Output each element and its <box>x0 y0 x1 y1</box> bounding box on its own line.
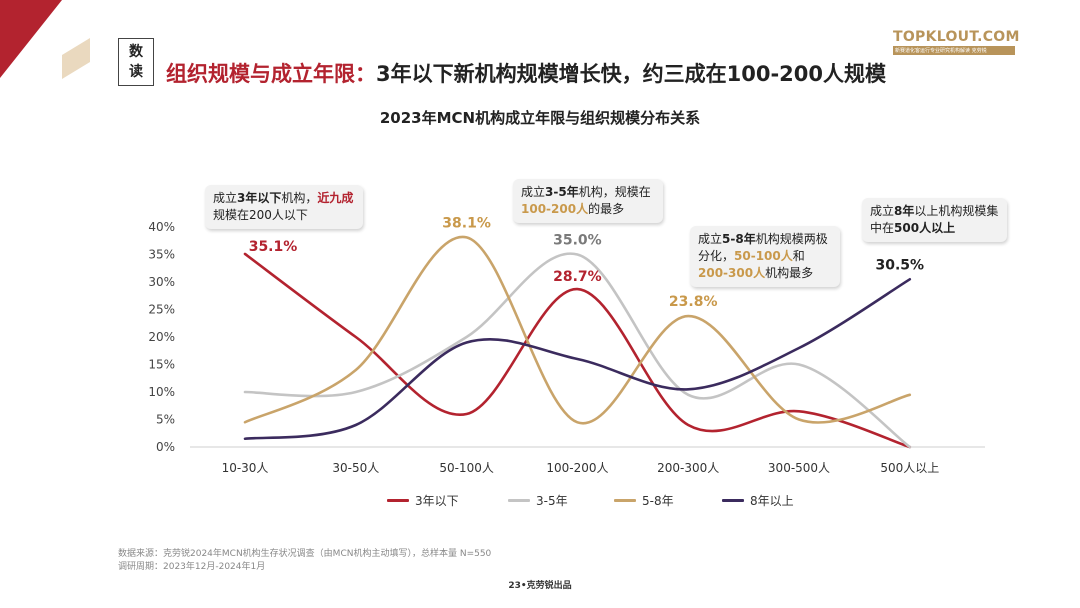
x-tick-label: 30-50人 <box>332 461 379 475</box>
y-tick-label: 30% <box>148 275 175 289</box>
x-tick-label: 300-500人 <box>768 461 830 475</box>
corner-red-triangle <box>0 0 62 78</box>
n2-e: 的最多 <box>588 202 625 216</box>
legend-label: 5-8年 <box>642 494 674 508</box>
y-tick-label: 25% <box>148 303 175 317</box>
data-label: 23.8% <box>669 294 718 310</box>
data-label: 38.1% <box>442 215 491 231</box>
logo-wordmark: TOPKLOUT.COM <box>893 29 1020 45</box>
legend-label: 8年以上 <box>750 494 794 508</box>
annotation-3-5-years: 成立3-5年机构，规模在 100-200人的最多 <box>513 179 663 223</box>
data-label: 35.1% <box>249 239 298 255</box>
legend-item-3-5-years: 3-5年 <box>508 492 568 509</box>
source-line-1: 数据来源：克劳锐2024年MCN机构生存状况调查（由MCN机构主动填写），总样本… <box>118 549 492 559</box>
n1-d: 近九成 <box>317 191 354 205</box>
n3-e: 和 <box>792 249 805 263</box>
x-tick-label: 200-300人 <box>657 461 719 475</box>
headline-highlight: 组织规模与成立年限： <box>166 62 376 86</box>
page-footer: 23•克劳锐出品 <box>508 581 572 591</box>
y-tick-label: 10% <box>148 385 175 399</box>
n3-b: 5-8年 <box>722 232 756 246</box>
y-tick-label: 0% <box>156 440 175 454</box>
data-source: 数据来源：克劳锐2024年MCN机构生存状况调查（由MCN机构主动填写），总样本… <box>118 548 491 574</box>
x-tick-label: 50-100人 <box>439 461 494 475</box>
badge-char-2: 读 <box>129 64 143 80</box>
n3-d: 50-100人 <box>734 249 793 263</box>
legend-swatch <box>614 499 636 502</box>
series-line-4 <box>243 278 912 441</box>
brand-logo: TOPKLOUT.COM 新赛道化客运行专业研究机构解读 克劳锐 <box>893 29 1023 55</box>
source-line-2: 调研周期：2023年12月-2024年1月 <box>118 562 266 572</box>
chart-legend: 3年以下 3-5年 5-8年 8年以上 <box>0 492 1080 512</box>
corner-decoration <box>0 0 90 79</box>
badge-char-1: 数 <box>129 44 143 60</box>
series-line-2 <box>243 252 912 449</box>
n3-c: 机构规模两极分化， <box>698 232 828 263</box>
y-tick-label: 35% <box>148 248 175 262</box>
legend-item-over-8-years: 8年以上 <box>722 492 794 509</box>
y-tick-label: 5% <box>156 413 175 427</box>
y-tick-label: 40% <box>148 220 175 234</box>
x-tick-label: 10-30人 <box>222 461 269 475</box>
n1-b: 3年以下 <box>237 191 282 205</box>
y-tick-label: 20% <box>148 330 175 344</box>
n2-c: 机构，规模在 <box>578 185 651 199</box>
logo-tagline: 新赛道化客运行专业研究机构解读 克劳锐 <box>893 46 1015 55</box>
read-badge: 数 读 <box>118 38 154 86</box>
legend-swatch <box>722 499 744 502</box>
legend-label: 3年以下 <box>415 494 459 508</box>
legend-swatch <box>387 499 409 502</box>
annotation-over-8-years: 成立8年以上机构规模集中在500人以上 <box>862 198 1007 242</box>
x-tick-label: 500人以上 <box>880 461 939 475</box>
annotation-5-8-years: 成立5-8年机构规模两极分化，50-100人和 200-300人机构最多 <box>690 226 840 287</box>
n1-e: 规模在200人以下 <box>213 208 308 222</box>
data-label: 28.7% <box>553 269 602 285</box>
n4-d: 500人以上 <box>894 221 956 235</box>
legend-swatch <box>508 499 530 502</box>
headline-text: 3年以下新机构规模增长快，约三成在100-200人规模 <box>376 62 886 86</box>
legend-item-5-8-years: 5-8年 <box>614 492 674 509</box>
n2-a: 成立 <box>521 185 546 199</box>
n4-b: 8年 <box>894 204 915 218</box>
n2-d: 100-200人 <box>521 202 589 216</box>
annotation-under-3-years: 成立3年以下机构，近九成规模在200人以下 <box>205 185 363 229</box>
legend-item-under-3-years: 3年以下 <box>387 492 459 509</box>
legend-label: 3-5年 <box>536 494 568 508</box>
chart-title: 2023年MCN机构成立年限与组织规模分布关系 <box>379 109 701 127</box>
corner-beige-shape <box>62 38 90 79</box>
n4-a: 成立 <box>870 204 895 218</box>
series-line-1 <box>243 252 912 449</box>
n3-f: 200-300人 <box>698 266 766 280</box>
n1-c: 机构， <box>281 191 318 205</box>
n3-g: 机构最多 <box>765 266 814 280</box>
data-label: 30.5% <box>876 257 925 273</box>
n4-c: 以上机构规模集中在 <box>870 204 999 235</box>
data-label: 35.0% <box>553 233 602 249</box>
n3-a: 成立 <box>698 232 723 246</box>
n2-b: 3-5年 <box>545 185 579 199</box>
x-tick-label: 100-200人 <box>546 461 608 475</box>
y-tick-label: 15% <box>148 358 175 372</box>
page-headline: 组织规模与成立年限：3年以下新机构规模增长快，约三成在100-200人规模 <box>166 58 886 88</box>
series-line-3 <box>243 235 912 425</box>
n1-a: 成立 <box>213 191 238 205</box>
